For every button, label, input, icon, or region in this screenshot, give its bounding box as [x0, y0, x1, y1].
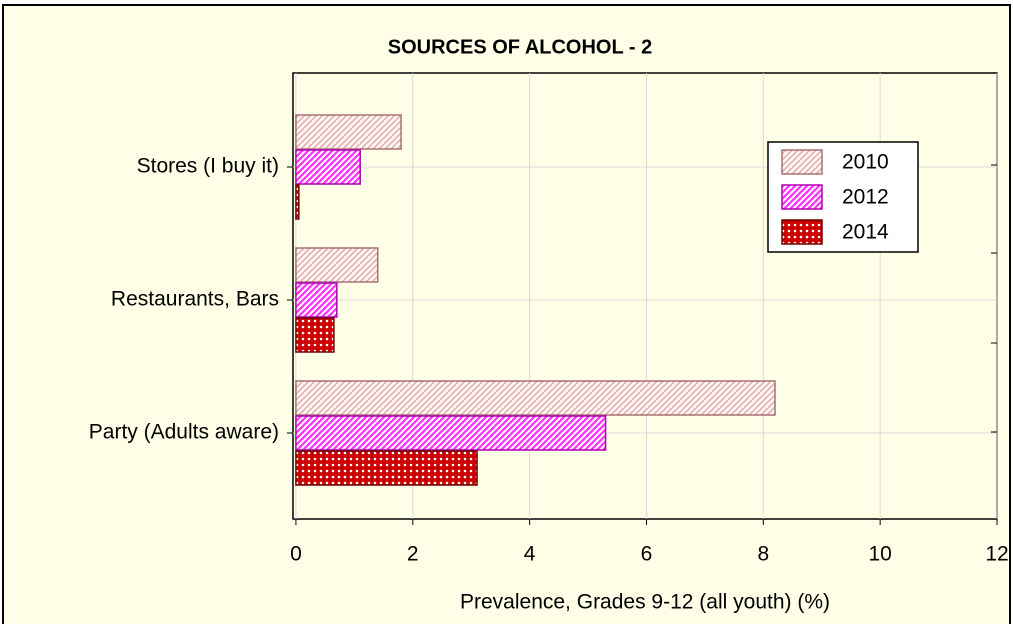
x-tick-label: 4 — [524, 543, 536, 566]
bar — [295, 450, 478, 486]
y-tick-label: Restaurants, Bars — [111, 288, 279, 311]
bar — [295, 247, 379, 283]
legend-label: 2012 — [842, 186, 889, 209]
legend-label: 2014 — [842, 221, 889, 244]
x-tick-label: 0 — [290, 543, 302, 566]
frame — [2, 4, 1011, 624]
bar — [295, 114, 402, 150]
chart-title: SOURCES OF ALCOHOL - 2 — [388, 36, 652, 58]
legend-swatch — [781, 184, 823, 210]
x-tick-label: 10 — [868, 543, 891, 566]
x-tick-label: 2 — [407, 543, 419, 566]
y-tick-label: Stores (I buy it) — [137, 155, 279, 178]
bar — [295, 380, 776, 416]
y-tick-label: Party (Adults aware) — [89, 421, 279, 444]
bar — [295, 415, 607, 451]
x-tick-label: 6 — [641, 543, 653, 566]
x-axis-label: Prevalence, Grades 9-12 (all youth) (%) — [460, 591, 830, 614]
bar — [295, 149, 361, 185]
bar — [295, 184, 300, 220]
x-tick-label: 8 — [757, 543, 769, 566]
legend-label: 2010 — [842, 151, 889, 174]
legend-swatch — [781, 219, 823, 245]
legend-swatch — [781, 149, 823, 175]
bar — [295, 282, 338, 318]
bar — [295, 317, 335, 353]
x-tick-label: 12 — [985, 543, 1008, 566]
